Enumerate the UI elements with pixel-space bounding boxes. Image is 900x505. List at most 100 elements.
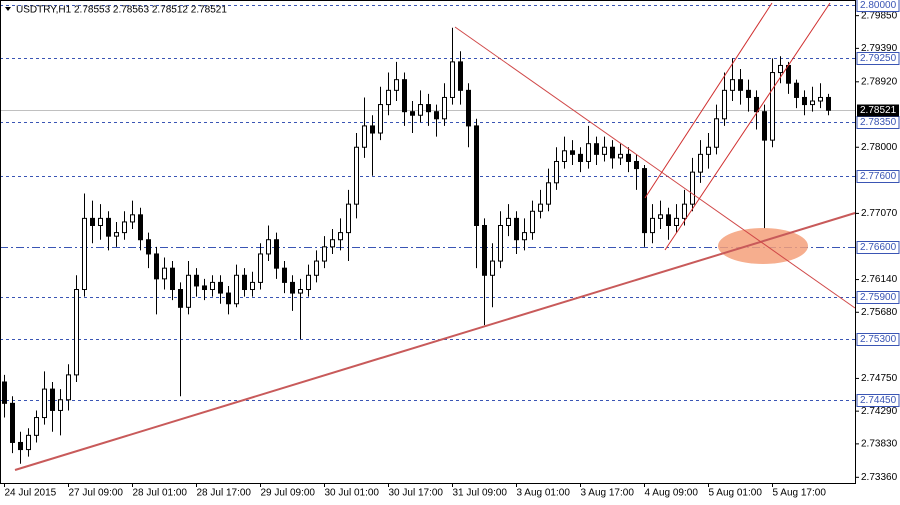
candle-body	[602, 146, 607, 155]
candle-body	[490, 260, 495, 276]
y-tick-label: 2.74290	[861, 406, 898, 417]
y-tick-label: 2.78000	[861, 142, 898, 153]
x-tick-label: 31 Jul 09:00	[453, 488, 508, 499]
candle-body	[570, 150, 575, 155]
candle-body	[626, 153, 631, 162]
y-tick-label: 2.79390	[861, 43, 898, 54]
candle-body	[354, 146, 359, 205]
candle-body	[10, 402, 15, 443]
candle-body	[34, 417, 39, 436]
channel-lower	[664, 2, 831, 251]
candle-body	[434, 111, 439, 120]
support-trendline	[14, 212, 856, 471]
y-tick-label: 2.76140	[861, 274, 898, 285]
candle-body	[306, 274, 311, 291]
candle-body	[74, 289, 79, 376]
candle-body	[98, 217, 103, 226]
drawings	[14, 2, 856, 471]
candle-body	[506, 217, 511, 226]
candle-body	[514, 217, 519, 241]
candle-body	[674, 217, 679, 226]
candle-body	[546, 182, 551, 205]
candle-body	[634, 160, 639, 170]
level-label: 2.80000	[860, 0, 897, 11]
candle-body	[450, 61, 455, 98]
level-label: 2.75300	[860, 334, 897, 345]
candle-body	[458, 61, 463, 91]
level-label: 2.77600	[860, 171, 897, 182]
level-label-box	[856, 52, 900, 65]
channel-upper	[644, 2, 773, 199]
candle-body	[402, 79, 407, 113]
candle-body	[610, 146, 615, 159]
x-tick-label: 5 Aug 01:00	[709, 488, 763, 499]
candle-body	[274, 239, 279, 269]
axes: 2.79850 2.79390 2.78920 2.78000 2.77070 2.761…	[4, 0, 900, 499]
x-tick-label: 27 Jul 09:00	[69, 488, 124, 499]
level-label-box	[856, 241, 900, 254]
candle-body	[818, 96, 823, 102]
candle-body	[138, 214, 143, 241]
y-tick-label: 2.79850	[861, 10, 898, 21]
candle-body	[554, 160, 559, 184]
candle-body	[650, 217, 655, 234]
candle-body	[50, 388, 55, 411]
candle-body	[18, 441, 23, 451]
candle-body	[194, 274, 199, 287]
candle-body	[226, 292, 231, 305]
candle-body	[202, 285, 207, 291]
candle-body	[442, 96, 447, 120]
level-label: 2.76600	[860, 242, 897, 253]
candle-body	[666, 214, 671, 226]
resistance-trendline	[454, 26, 856, 309]
candle-body	[754, 96, 759, 113]
highlight-ellipse	[718, 228, 808, 264]
candle-body	[810, 100, 815, 106]
candle-body	[530, 210, 535, 234]
candle-body	[762, 111, 767, 141]
candle-body	[330, 239, 335, 248]
x-tick-label: 4 Aug 09:00	[645, 488, 699, 499]
candle-body	[482, 224, 487, 276]
candle-body	[154, 253, 159, 280]
candle-body	[722, 89, 727, 120]
candle-body	[186, 274, 191, 308]
level-label-box	[856, 0, 900, 12]
level-label-box	[856, 291, 900, 304]
candle-body	[26, 434, 31, 451]
candle-body	[386, 89, 391, 106]
current-price-box	[857, 104, 899, 117]
candle-body	[794, 82, 799, 98]
y-tick-label: 2.78920	[861, 76, 898, 87]
candle-body	[658, 214, 663, 219]
candle-body	[218, 281, 223, 294]
x-tick-label: 5 Aug 17:00	[773, 488, 827, 499]
candle-body	[322, 246, 327, 262]
candle-body	[706, 146, 711, 155]
candles	[2, 27, 831, 464]
candle-body	[642, 168, 647, 234]
y-tick-label: 2.74750	[861, 373, 898, 384]
level-label: 2.79250	[860, 53, 897, 64]
y-tick-label: 2.73830	[861, 439, 898, 450]
x-tick-label: 24 Jul 2015	[5, 488, 57, 499]
candle-body	[266, 239, 271, 255]
chart-title: USDTRY,H1 2.78553 2.78563 2.78512 2.7852…	[16, 5, 227, 16]
level-label-box	[856, 333, 900, 346]
candle-body	[418, 104, 423, 116]
level-label-box	[856, 170, 900, 183]
candle-body	[210, 281, 215, 291]
candle-body	[130, 214, 135, 223]
x-tick-label: 3 Aug 17:00	[581, 488, 635, 499]
candle-body	[258, 253, 263, 283]
candle-body	[106, 217, 111, 237]
level-label: 2.78350	[860, 117, 897, 128]
candle-body	[690, 171, 695, 205]
candle-body	[234, 274, 239, 305]
candle-body	[122, 221, 127, 234]
plot-frame	[0, 0, 856, 484]
candle-body	[2, 381, 7, 404]
candle-body	[410, 111, 415, 116]
candle-body	[618, 153, 623, 159]
